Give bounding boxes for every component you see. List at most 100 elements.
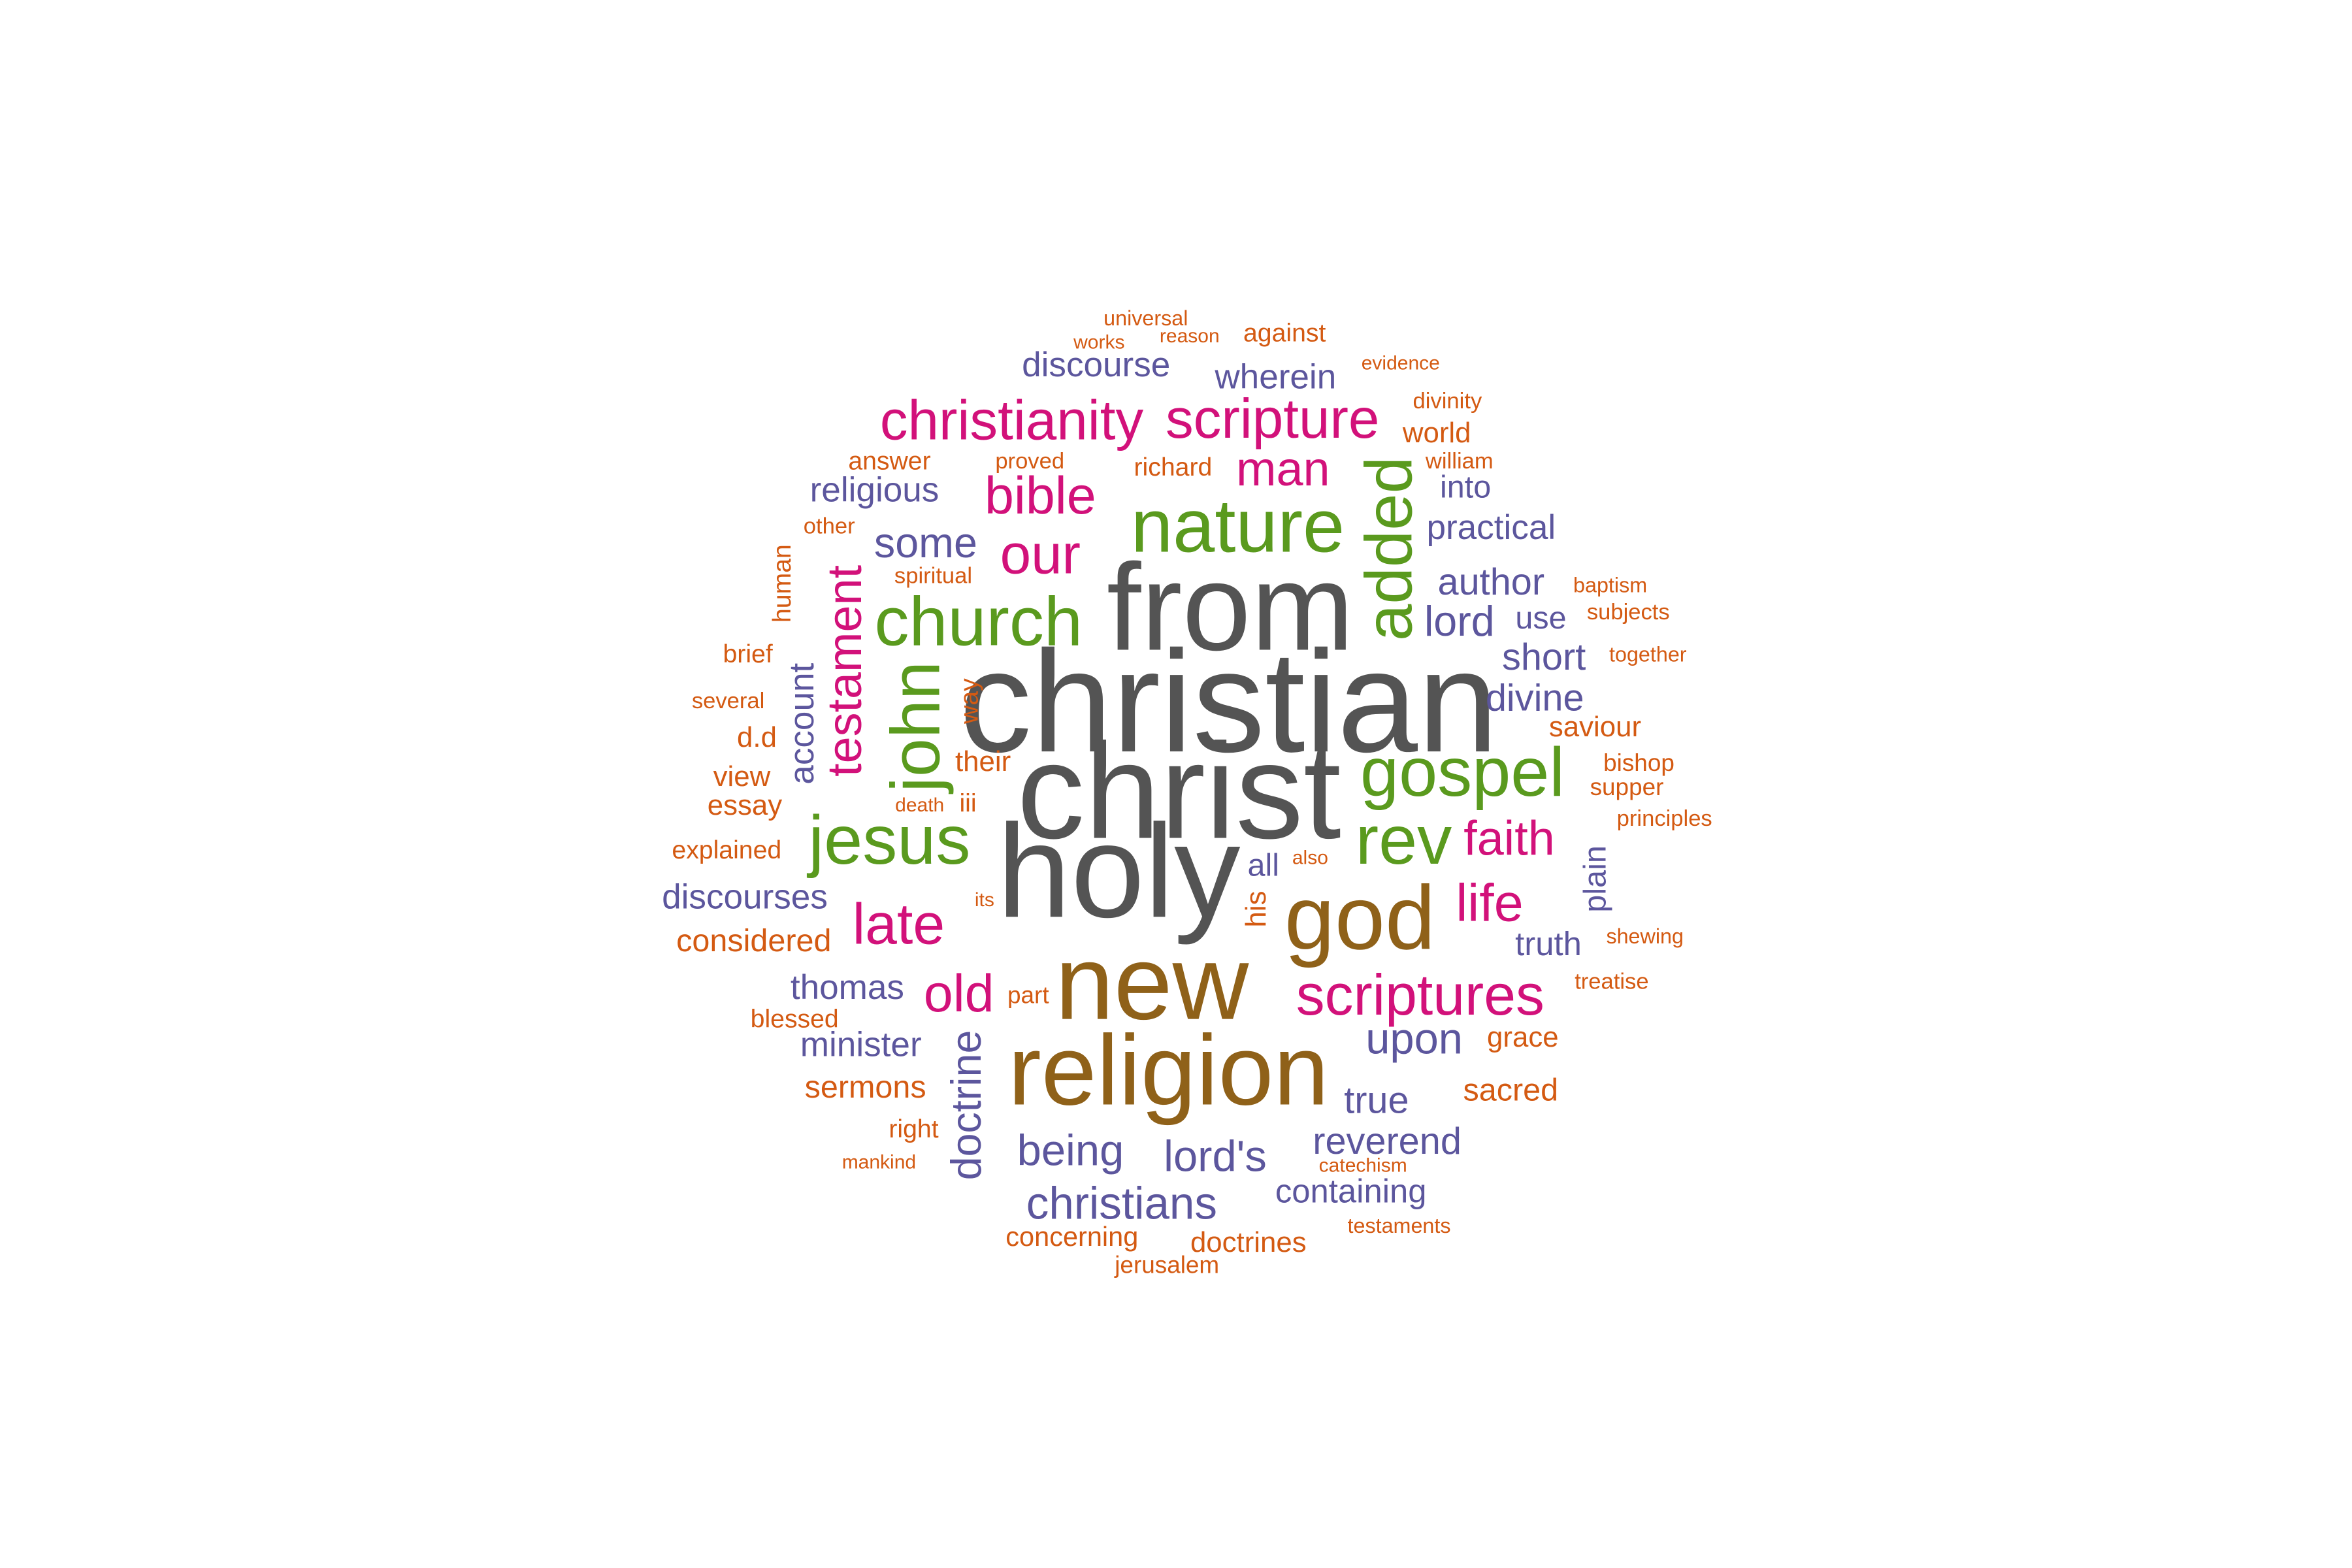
word-principles: principles — [1617, 806, 1712, 831]
word-holy: holy — [997, 797, 1241, 945]
word-right: right — [889, 1115, 938, 1143]
word-its: its — [975, 889, 994, 911]
word-their: their — [955, 745, 1011, 777]
word-added: added — [1351, 457, 1426, 641]
word-minister: minister — [800, 1026, 922, 1064]
word-saviour: saviour — [1549, 711, 1641, 743]
word-practical: practical — [1426, 508, 1556, 547]
word-world: world — [1402, 417, 1471, 449]
word-answer: answer — [848, 448, 930, 476]
word-wherein: wherein — [1214, 357, 1336, 396]
word-christians: christians — [1026, 1178, 1217, 1229]
word-testament: testament — [817, 565, 872, 777]
word-explained: explained — [672, 836, 781, 864]
word-against: against — [1243, 319, 1326, 348]
word-human: human — [768, 544, 796, 623]
word-plain: plain — [1578, 845, 1613, 912]
word-our: our — [1000, 524, 1081, 586]
word-all: all — [1248, 848, 1280, 883]
word-christian: christian — [959, 620, 1498, 782]
word-divine: divine — [1486, 678, 1584, 719]
word-thomas: thomas — [791, 968, 904, 1007]
word-way: way — [955, 678, 983, 725]
word-scripture: scripture — [1166, 388, 1379, 450]
word-late: late — [853, 892, 945, 956]
word-also: also — [1292, 847, 1328, 869]
word-lord: lord — [1424, 598, 1495, 645]
word-use: use — [1515, 600, 1566, 636]
word-christianity: christianity — [880, 389, 1144, 451]
word-lord-s: lord's — [1164, 1132, 1267, 1181]
word-true: true — [1344, 1080, 1409, 1122]
word-iii: iii — [959, 790, 976, 818]
word-death: death — [895, 794, 944, 816]
word-baptism: baptism — [1573, 573, 1647, 596]
word-religious: religious — [810, 471, 939, 510]
word-life: life — [1456, 874, 1523, 932]
word-doctrines: doctrines — [1190, 1226, 1307, 1258]
word-truth: truth — [1515, 925, 1582, 962]
word-discourse: discourse — [1022, 346, 1170, 384]
word-shewing: shewing — [1606, 924, 1684, 948]
word-together: together — [1609, 643, 1687, 666]
word-man: man — [1236, 442, 1330, 496]
word-church: church — [874, 582, 1083, 660]
word-jerusalem: jerusalem — [1114, 1252, 1219, 1279]
word-john: john — [876, 661, 954, 794]
word-treatise: treatise — [1575, 969, 1648, 994]
word-universal: universal — [1103, 306, 1188, 330]
word-sacred: sacred — [1463, 1073, 1559, 1108]
word-spiritual: spiritual — [894, 564, 972, 589]
word-nature: nature — [1131, 484, 1345, 568]
word-brief: brief — [723, 640, 772, 668]
word-into: into — [1440, 469, 1491, 504]
word-upon: upon — [1365, 1015, 1463, 1064]
word-mankind: mankind — [842, 1152, 916, 1173]
word-jesus: jesus — [807, 801, 971, 879]
word-william: william — [1425, 449, 1494, 474]
word-his: his — [1240, 891, 1272, 928]
word-sermons: sermons — [805, 1070, 926, 1105]
word-discourses: discourses — [662, 878, 828, 917]
word-other: other — [804, 514, 855, 538]
word-faith: faith — [1463, 811, 1555, 866]
word-part: part — [1007, 982, 1049, 1009]
word-view: view — [713, 760, 771, 792]
word-blessed: blessed — [751, 1005, 839, 1034]
word-richard: richard — [1134, 453, 1213, 482]
word-subjects: subjects — [1587, 600, 1670, 625]
word-catechism: catechism — [1319, 1154, 1407, 1176]
word-divinity: divinity — [1413, 389, 1482, 414]
word-old: old — [924, 964, 994, 1023]
word-supper: supper — [1590, 774, 1664, 800]
word-d-d: d.d — [737, 721, 777, 753]
word-from: from — [1107, 539, 1354, 677]
word-grace: grace — [1487, 1021, 1559, 1053]
word-reason: reason — [1160, 325, 1220, 347]
word-considered: considered — [676, 923, 831, 958]
word-religion: religion — [1008, 1015, 1329, 1126]
word-account: account — [783, 662, 821, 784]
word-several: several — [692, 689, 764, 713]
word-short: short — [1502, 636, 1586, 678]
word-evidence: evidence — [1362, 353, 1440, 374]
word-testaments: testaments — [1348, 1214, 1451, 1237]
word-concerning: concerning — [1005, 1221, 1138, 1252]
word-rev: rev — [1356, 801, 1452, 879]
word-proved: proved — [995, 449, 1064, 474]
word-being: being — [1017, 1126, 1124, 1175]
word-author: author — [1438, 561, 1545, 603]
word-god: god — [1284, 868, 1435, 968]
word-bible: bible — [985, 466, 1096, 525]
word-scriptures: scriptures — [1296, 963, 1544, 1027]
word-doctrine: doctrine — [943, 1030, 990, 1181]
word-christ: christ — [1017, 716, 1341, 868]
word-essay: essay — [708, 789, 783, 821]
word-containing: containing — [1275, 1173, 1427, 1210]
word-bishop: bishop — [1603, 749, 1674, 776]
word-new: new — [1055, 924, 1250, 1042]
word-gospel: gospel — [1360, 733, 1565, 811]
word-some: some — [874, 519, 977, 566]
word-reverend: reverend — [1313, 1120, 1462, 1162]
